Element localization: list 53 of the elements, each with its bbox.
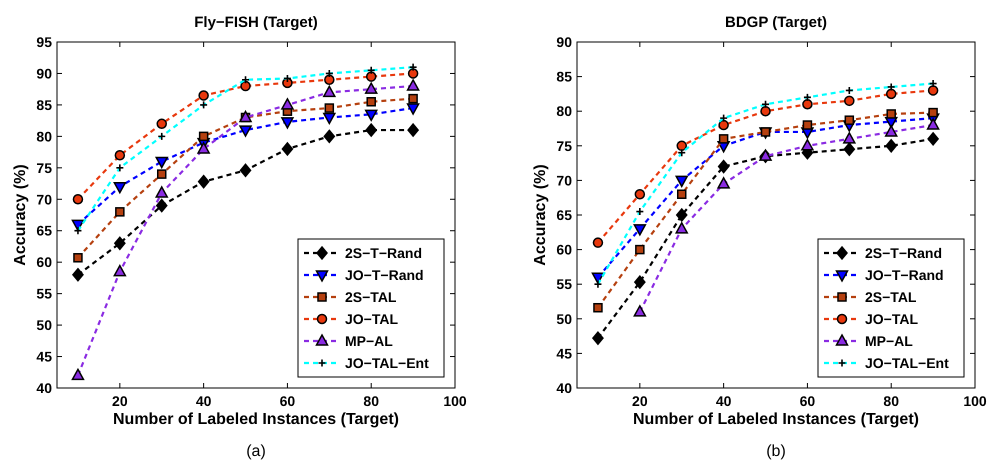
y-tick-label: 60	[36, 254, 52, 270]
y-tick-label: 65	[36, 222, 52, 239]
x-axis-title: Number of Labeled Instances (Target)	[633, 411, 919, 428]
y-tick-label: 65	[556, 207, 572, 223]
y-tick-label: 80	[556, 103, 572, 120]
y-tick-label: 45	[36, 348, 52, 365]
x-tick-label: 60	[800, 393, 816, 409]
y-tick-label: 55	[556, 276, 572, 292]
y-tick-label: 75	[556, 138, 572, 154]
y-tick-label: 75	[36, 160, 52, 176]
y-tick-label: 70	[36, 191, 52, 208]
legend-label: MP−AL	[865, 333, 914, 349]
y-tick-label: 70	[556, 172, 572, 188]
legend-label: 2S−T−Rand	[865, 245, 942, 261]
x-tick-label: 60	[280, 393, 296, 409]
x-tick-label: 20	[632, 393, 648, 409]
y-axis-title: Accuracy (%)	[12, 164, 29, 266]
y-tick-label: 50	[556, 310, 572, 327]
text: (b)	[766, 443, 786, 460]
x-tick-label: 20	[112, 393, 128, 409]
x-tick-label: 40	[716, 393, 732, 409]
y-tick-label: 90	[36, 65, 52, 82]
y-tick-label: 90	[556, 34, 572, 50]
y-tick-label: 40	[556, 380, 572, 396]
y-tick-label: 85	[556, 68, 572, 85]
y-tick-label: 55	[36, 286, 52, 302]
x-tick-label: 40	[196, 393, 212, 409]
y-tick-label: 60	[556, 242, 572, 258]
y-tick-label: 40	[36, 380, 52, 396]
legend-label: 2S−T−Rand	[345, 245, 422, 261]
x-tick-label: 100	[443, 393, 467, 409]
legend-label: JO−T−Rand	[345, 267, 424, 283]
y-tick-label: 85	[36, 96, 52, 113]
chart-title: BDGP (Target)	[725, 14, 827, 31]
legend-label: 2S−TAL	[345, 289, 397, 305]
y-tick-label: 50	[36, 317, 52, 334]
y-tick-label: 80	[36, 128, 52, 144]
legend-label: JO−TAL−Ent	[865, 355, 950, 371]
legend-label: 2S−TAL	[865, 289, 917, 305]
x-tick-label: 80	[883, 393, 900, 409]
x-tick-label: 100	[963, 393, 987, 409]
text: (a)	[246, 443, 266, 460]
y-tick-label: 45	[556, 345, 572, 362]
legend-label: JO−TAL	[865, 311, 918, 327]
legend-label: JO−TAL	[345, 311, 398, 327]
x-tick-label: 80	[363, 393, 380, 409]
y-axis-title: Accuracy (%)	[532, 164, 549, 266]
legend-label: JO−TAL−Ent	[345, 355, 430, 371]
chart-title: Fly−FISH (Target)	[194, 14, 318, 31]
legend-label: MP−AL	[345, 333, 394, 349]
legend-label: JO−T−Rand	[865, 267, 944, 283]
x-axis-title: Number of Labeled Instances (Target)	[113, 411, 399, 428]
y-tick-label: 95	[36, 34, 52, 50]
